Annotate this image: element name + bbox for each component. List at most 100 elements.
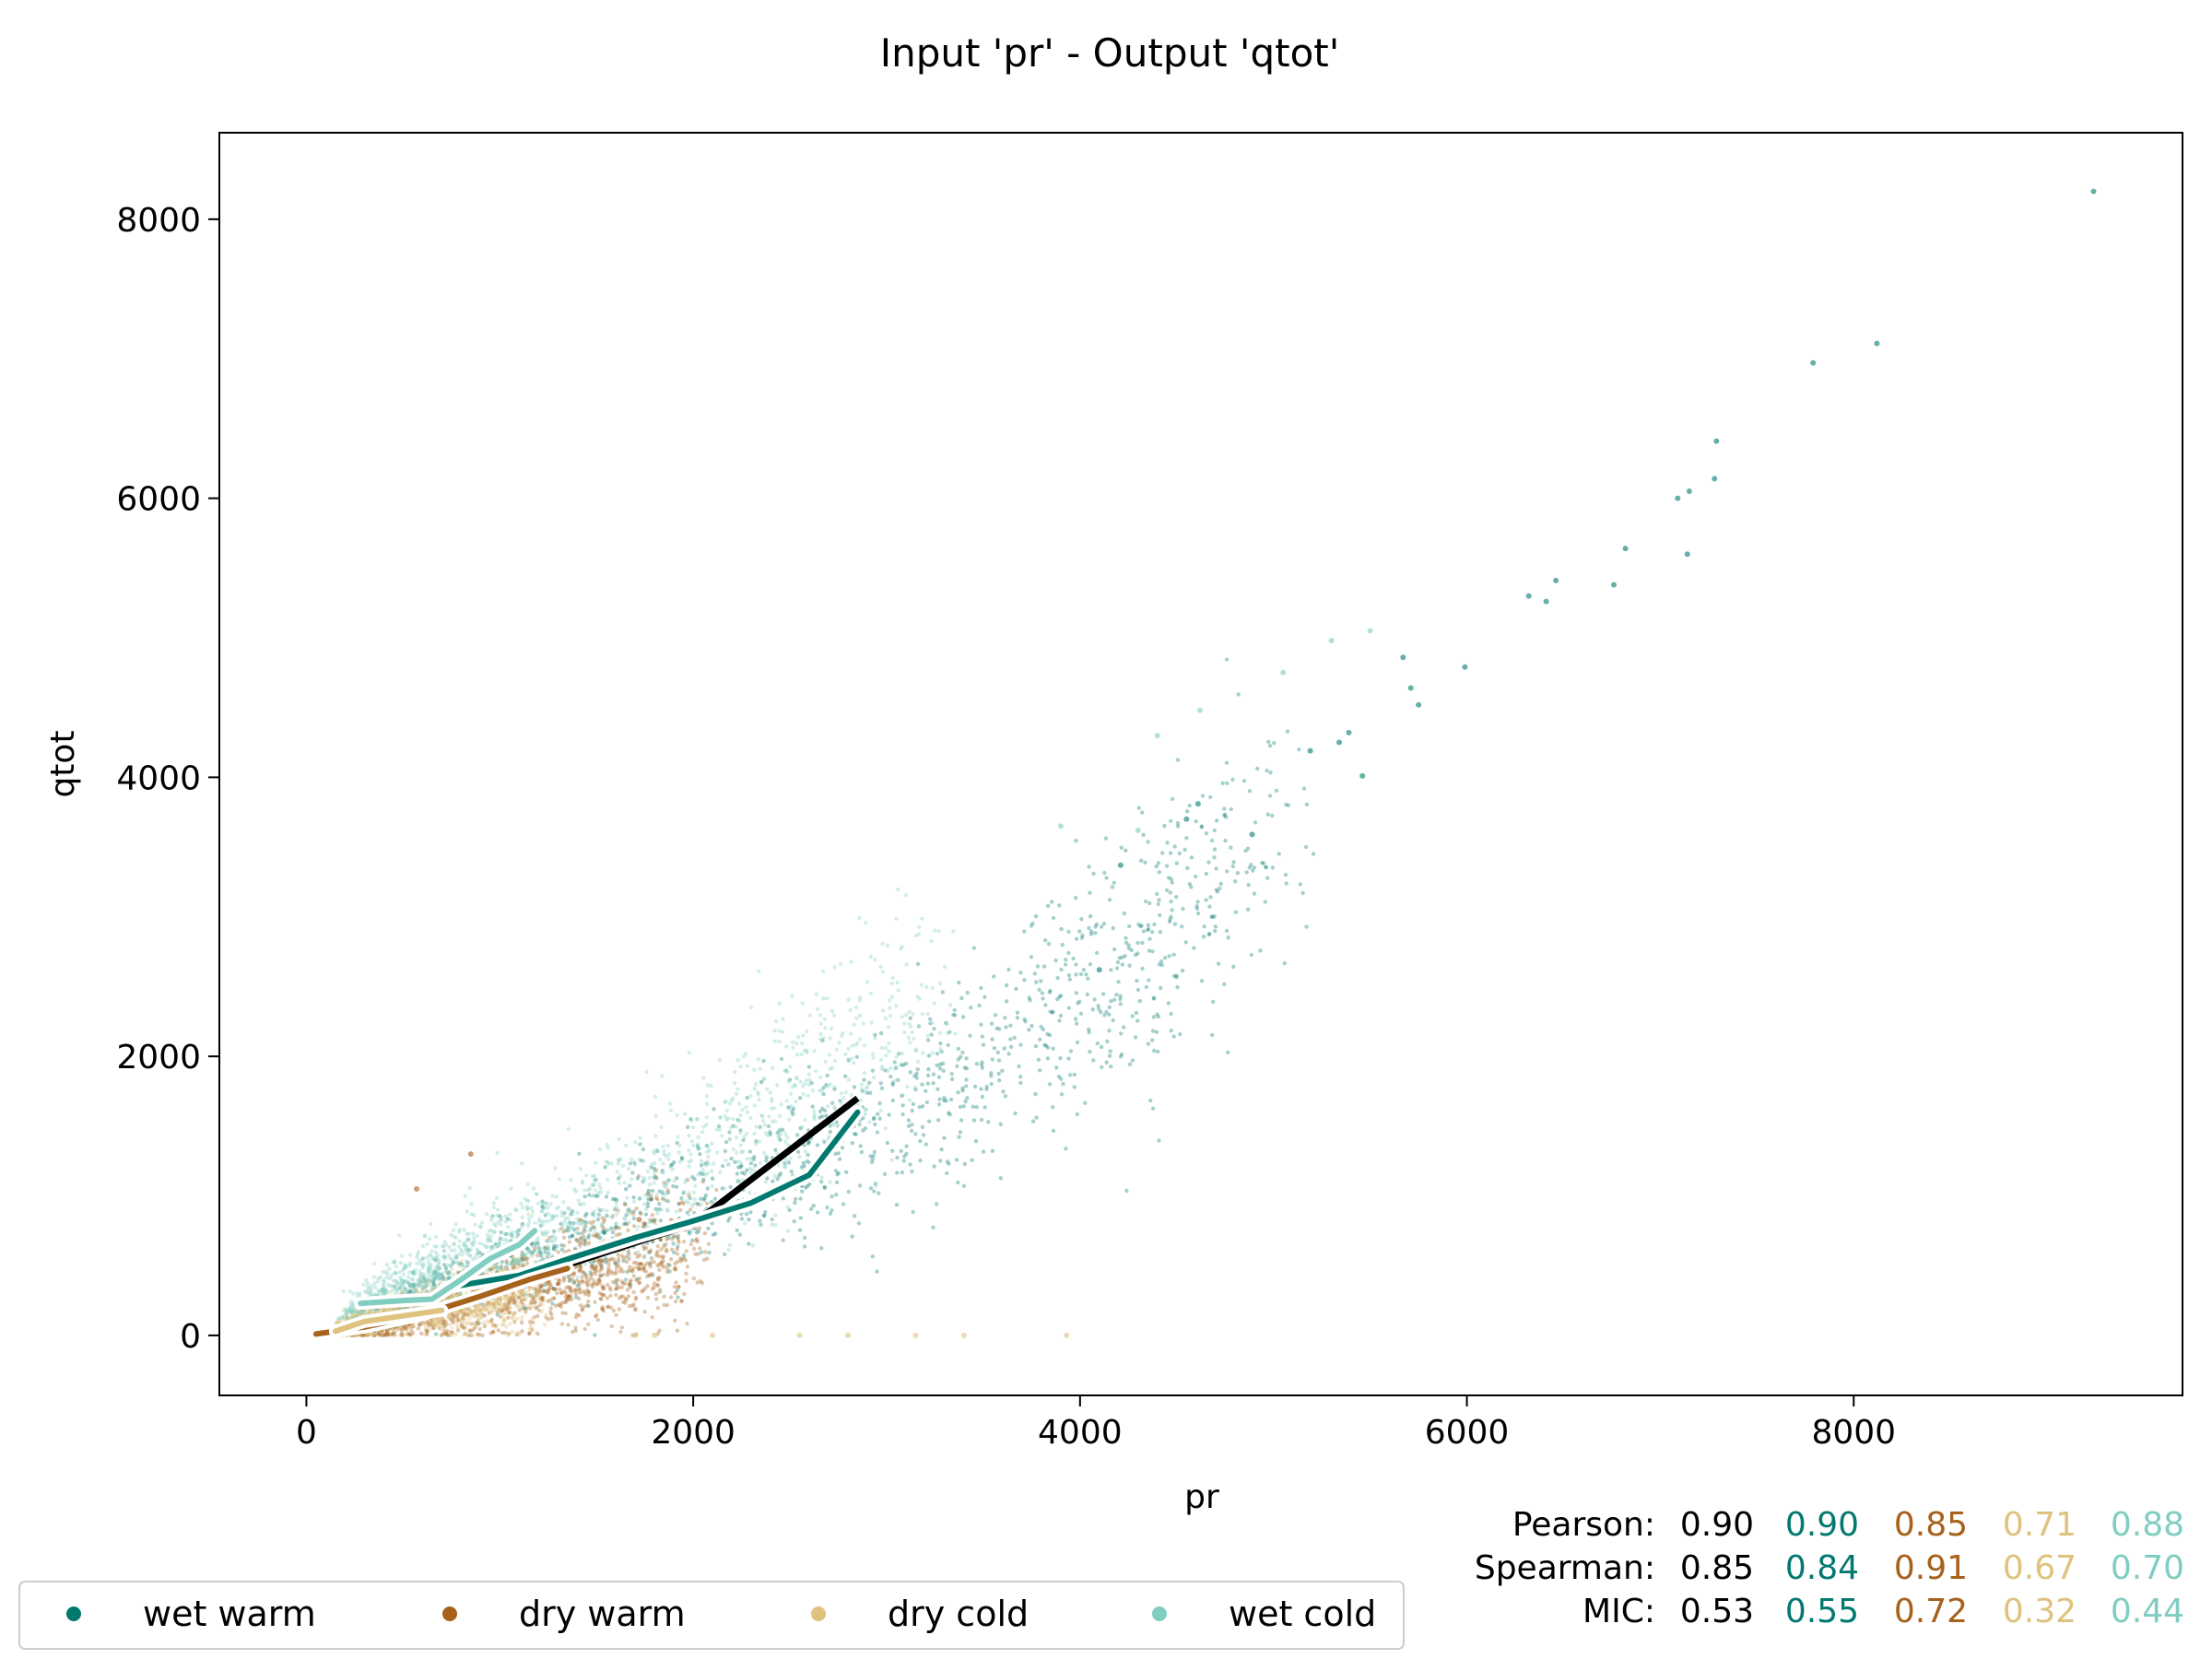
cloud-point xyxy=(566,1293,571,1299)
cloud-point xyxy=(362,1311,367,1315)
cloud-point xyxy=(433,1276,438,1280)
cloud-point xyxy=(1207,931,1212,936)
cloud-point xyxy=(394,1278,398,1283)
cloud-point xyxy=(1222,813,1227,818)
cloud-point xyxy=(899,1063,904,1067)
cloud-point xyxy=(1150,1106,1156,1111)
cloud-point xyxy=(642,1310,647,1314)
cloud-point xyxy=(348,1315,354,1320)
cloud-point xyxy=(563,1290,568,1296)
cloud-point xyxy=(1102,1013,1107,1018)
cloud-point xyxy=(1127,963,1132,968)
cloud-point xyxy=(437,1260,441,1265)
cloud-point xyxy=(676,1295,680,1300)
cloud-point xyxy=(520,1314,524,1320)
cloud-point xyxy=(437,1322,441,1327)
cloud-point xyxy=(924,984,929,990)
cloud-point xyxy=(510,1314,515,1320)
cloud-point xyxy=(463,1331,467,1336)
cloud-point xyxy=(451,1259,455,1265)
cloud-point xyxy=(956,1180,960,1185)
cloud-point xyxy=(577,1287,582,1291)
cloud-point xyxy=(366,1311,371,1315)
cloud-point xyxy=(1277,852,1282,856)
cloud-point xyxy=(906,1118,912,1123)
cloud-point xyxy=(637,1276,642,1281)
cloud-point xyxy=(666,1157,671,1162)
cloud-point xyxy=(1030,1023,1034,1029)
cloud-point xyxy=(820,1114,825,1119)
cloud-point xyxy=(517,1263,523,1268)
cloud-point xyxy=(414,1288,418,1293)
cloud-point xyxy=(1156,1014,1161,1019)
cloud-point xyxy=(710,1175,715,1181)
cloud-point xyxy=(501,1319,506,1324)
cloud-point xyxy=(1265,876,1270,880)
cloud-point xyxy=(1194,906,1200,911)
cloud-point xyxy=(758,1160,763,1166)
cloud-point xyxy=(359,1309,364,1313)
cloud-point xyxy=(529,1242,534,1247)
cloud-point xyxy=(600,1305,605,1310)
cloud-point xyxy=(742,1171,747,1176)
cloud-point xyxy=(590,1182,594,1188)
cloud-point xyxy=(989,1081,994,1087)
cloud-point xyxy=(494,1324,499,1328)
cloud-point xyxy=(587,1278,592,1283)
cloud-point xyxy=(1100,1065,1104,1070)
cloud-point xyxy=(979,985,983,991)
cloud-point xyxy=(784,1068,789,1073)
cloud-point xyxy=(995,1050,1001,1055)
cloud-point xyxy=(561,1278,566,1284)
cloud-point xyxy=(962,1065,968,1070)
cloud-point xyxy=(628,1285,632,1290)
cloud-point xyxy=(862,1077,866,1082)
cloud-point xyxy=(878,1108,883,1113)
cloud-point xyxy=(1150,1029,1156,1033)
cloud-point xyxy=(651,1273,655,1277)
cloud-point xyxy=(896,1077,900,1083)
cloud-point xyxy=(1039,979,1043,983)
cloud-point xyxy=(850,1234,854,1239)
cloud-point xyxy=(668,1257,674,1262)
cloud-point xyxy=(476,1311,480,1315)
cloud-point xyxy=(665,1237,669,1241)
cloud-point xyxy=(641,1224,647,1229)
cloud-point xyxy=(1103,836,1109,841)
cloud-point xyxy=(723,1113,727,1119)
cloud-point xyxy=(1210,1032,1215,1038)
cloud-point xyxy=(1071,956,1076,961)
cloud-point xyxy=(498,1314,503,1319)
cloud-point xyxy=(422,1283,427,1288)
cloud-point xyxy=(512,1294,517,1300)
cloud-point xyxy=(358,1312,363,1316)
cloud-point xyxy=(436,1272,441,1277)
cloud-point xyxy=(761,1213,767,1218)
cloud-point xyxy=(538,1251,543,1255)
cloud-point xyxy=(798,1079,803,1084)
cloud-point xyxy=(622,1217,628,1221)
cloud-point xyxy=(405,1330,410,1335)
cloud-point xyxy=(704,1143,710,1148)
cloud-point xyxy=(1148,1098,1153,1103)
cloud-point xyxy=(376,1276,381,1281)
cloud-point xyxy=(775,1177,780,1182)
cloud-point xyxy=(1093,924,1098,929)
cloud-point xyxy=(1004,1025,1008,1030)
cloud-point xyxy=(475,1307,479,1312)
cloud-point xyxy=(427,1236,432,1241)
cloud-point xyxy=(540,1309,545,1313)
cloud-point xyxy=(1104,1060,1109,1065)
cloud-point xyxy=(430,1280,436,1285)
cloud-point xyxy=(440,1272,444,1277)
cloud-point xyxy=(475,1332,480,1337)
cloud-point xyxy=(532,1300,536,1305)
cloud-point xyxy=(1144,984,1149,990)
cloud-point xyxy=(389,1274,394,1278)
cloud-point xyxy=(1008,1023,1013,1028)
cloud-point xyxy=(602,1286,606,1291)
cloud-point xyxy=(447,1322,453,1326)
cloud-point xyxy=(468,1310,474,1315)
cloud-point xyxy=(828,1082,832,1087)
cloud-point xyxy=(1159,985,1163,991)
